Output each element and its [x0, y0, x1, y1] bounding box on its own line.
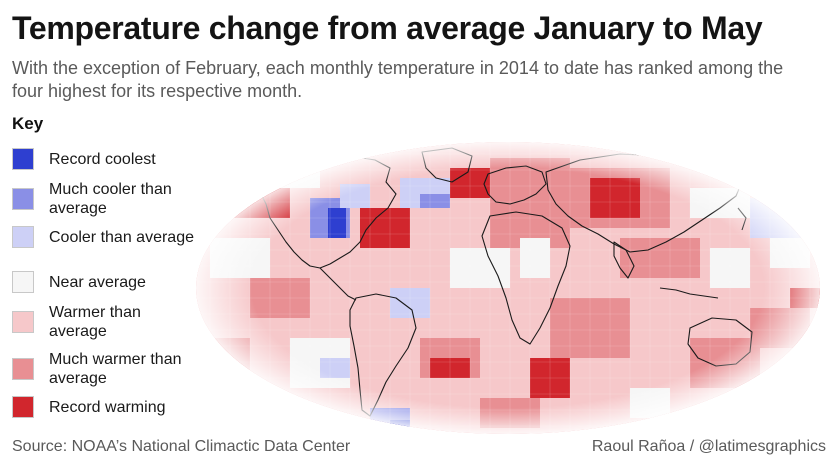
- coastline-new-zealand: [779, 363, 787, 387]
- world-temperature-map: [190, 138, 840, 440]
- map-edge-fade: [196, 142, 820, 434]
- legend-item-record-coolest: Record coolest: [12, 148, 199, 170]
- legend-label-record-warming: Record warming: [49, 398, 166, 416]
- legend-item-warmer: Warmer than average: [12, 303, 199, 341]
- legend-title: Key: [12, 114, 44, 133]
- legend-swatch-near-average: [12, 271, 34, 293]
- legend-item-cooler: Cooler than average: [12, 226, 199, 248]
- legend-swatch-cooler: [12, 226, 34, 248]
- page-subtitle: With the exception of February, each mon…: [12, 58, 784, 101]
- legend-label-much-warmer: Much warmer than average: [49, 351, 182, 387]
- legend-item-much-cooler: Much cooler than average: [12, 180, 199, 218]
- legend-swatch-much-cooler: [12, 188, 34, 210]
- legend-swatch-record-coolest: [12, 148, 34, 170]
- legend-label-cooler: Cooler than average: [49, 228, 194, 246]
- legend-item-near-average: Near average: [12, 271, 199, 293]
- legend-label-near-average: Near average: [49, 273, 146, 291]
- source-note: Source: NOAA’s National Climactic Data C…: [12, 438, 351, 455]
- legend-swatch-warmer: [12, 311, 34, 333]
- legend-swatch-much-warmer: [12, 358, 34, 380]
- legend-item-much-warmer: Much warmer than average: [12, 350, 199, 388]
- legend-label-much-cooler: Much cooler than average: [49, 181, 172, 217]
- map-svg: [196, 142, 820, 434]
- anomaly-region: [790, 168, 820, 198]
- legend-swatch-record-warming: [12, 396, 34, 418]
- legend-label-record-coolest: Record coolest: [49, 150, 156, 168]
- page-title: Temperature change from average January …: [12, 10, 763, 46]
- legend-item-record-warming: Record warming: [12, 396, 199, 418]
- credit-note: Raoul Rañoa / @latimesgraphics: [591, 438, 826, 455]
- legend-label-warmer: Warmer than average: [49, 304, 141, 340]
